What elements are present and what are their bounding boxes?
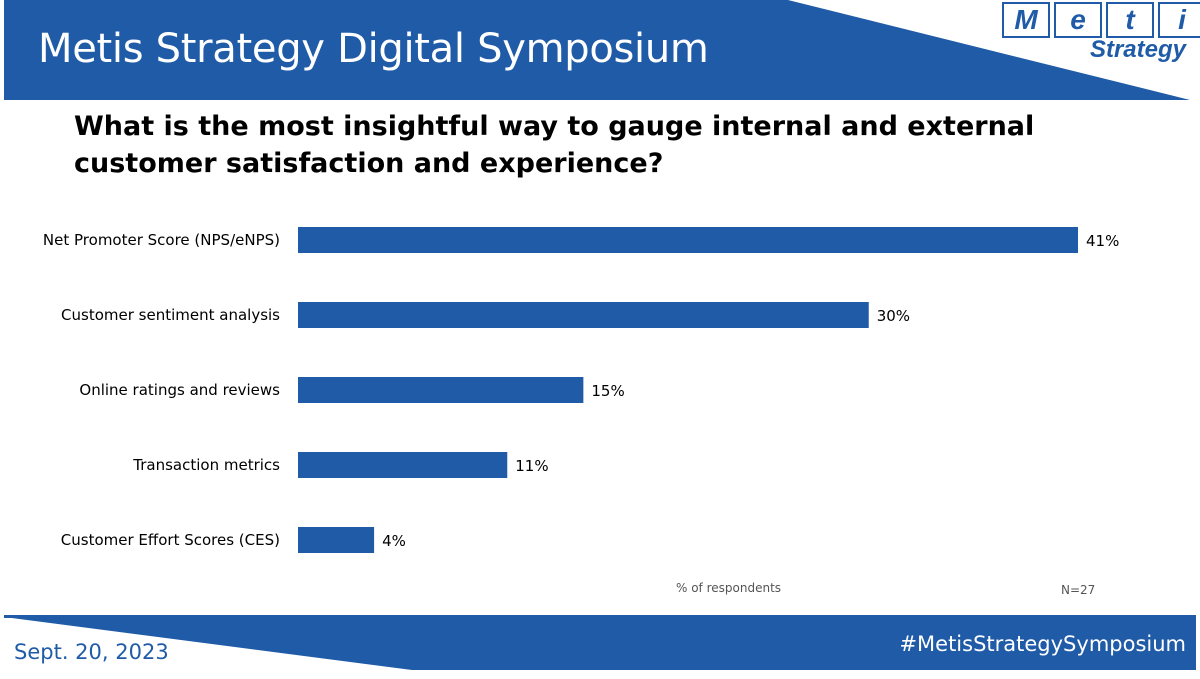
footer-band bbox=[4, 617, 1196, 670]
survey-question: What is the most insightful way to gauge… bbox=[74, 111, 1035, 179]
bar-transaction-metrics bbox=[298, 452, 508, 478]
value-label-transaction-metrics: 11% bbox=[515, 457, 548, 475]
category-label-online-ratings-and-reviews: Online ratings and reviews bbox=[79, 381, 280, 399]
logo-letter-e: e bbox=[1054, 2, 1102, 38]
bar-net-promoter-score-nps-enps bbox=[298, 227, 1078, 253]
logo-letter-i: i bbox=[1158, 2, 1200, 38]
header-band bbox=[4, 0, 1190, 100]
logo-letters: M e t i s bbox=[1002, 2, 1200, 38]
category-label-customer-effort-scores-ces: Customer Effort Scores (CES) bbox=[61, 531, 280, 549]
value-label-net-promoter-score-nps-enps: 41% bbox=[1086, 232, 1119, 250]
x-axis-label: % of respondents bbox=[676, 581, 782, 595]
bar-customer-sentiment-analysis bbox=[298, 302, 869, 328]
value-label-customer-sentiment-analysis: 30% bbox=[877, 307, 910, 325]
value-label-customer-effort-scores-ces: 4% bbox=[382, 532, 406, 550]
logo-letter-m: M bbox=[1002, 2, 1050, 38]
event-date: Sept. 20, 2023 bbox=[14, 640, 169, 664]
value-label-online-ratings-and-reviews: 15% bbox=[591, 382, 624, 400]
logo-subtitle: Strategy bbox=[1089, 36, 1186, 63]
category-label-transaction-metrics: Transaction metrics bbox=[132, 456, 280, 474]
category-label-customer-sentiment-analysis: Customer sentiment analysis bbox=[61, 306, 280, 324]
event-hashtag: #MetisStrategySymposium bbox=[899, 632, 1186, 656]
logo-letter-t: t bbox=[1106, 2, 1154, 38]
slide-title: Metis Strategy Digital Symposium bbox=[38, 26, 709, 72]
sample-size-note: N=27 bbox=[1061, 583, 1096, 597]
metis-strategy-logo: M e t i s Strategy bbox=[1002, 2, 1200, 66]
bar-online-ratings-and-reviews bbox=[298, 377, 584, 403]
category-label-net-promoter-score-nps-enps: Net Promoter Score (NPS/eNPS) bbox=[43, 231, 280, 249]
bar-customer-effort-scores-ces bbox=[298, 527, 375, 553]
